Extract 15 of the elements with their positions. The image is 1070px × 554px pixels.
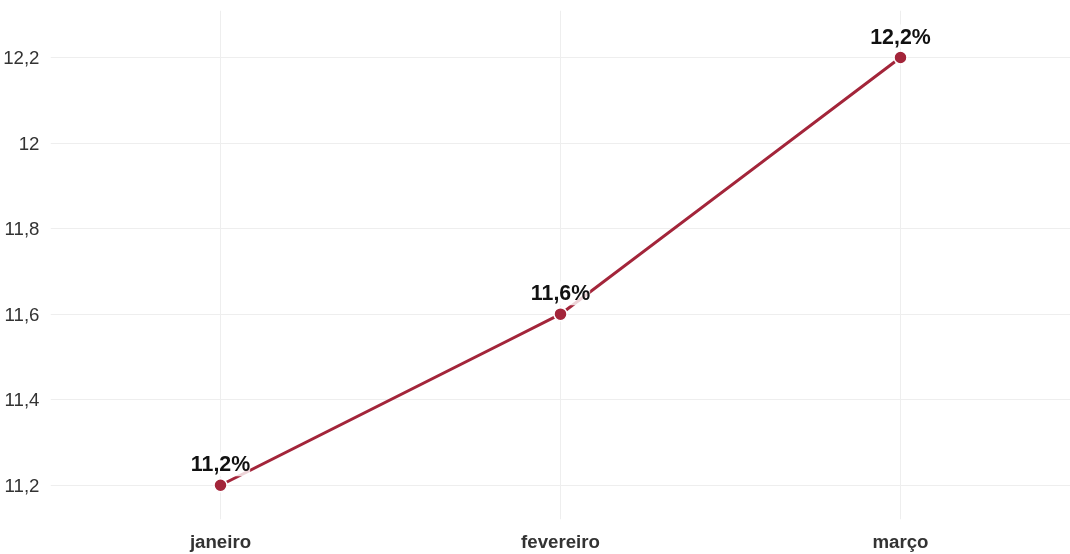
y-tick-label: 11,8 bbox=[4, 218, 40, 240]
data-label: 11,6% bbox=[530, 281, 591, 306]
point bbox=[553, 306, 568, 322]
x-tick-label: fevereiro bbox=[521, 530, 600, 552]
y-tick-label: 11,4 bbox=[4, 389, 40, 411]
y-tick-label: 12 bbox=[18, 132, 40, 154]
point bbox=[213, 478, 228, 493]
x-tick-label: janeiro bbox=[188, 530, 252, 552]
x-tick-label: março bbox=[872, 530, 929, 552]
y-tick-label: 11,2 bbox=[4, 474, 40, 496]
point bbox=[893, 50, 908, 65]
y-tick-label: 12,2 bbox=[3, 47, 40, 69]
y-tick-label: 11,6 bbox=[4, 303, 40, 325]
data-label: 11,2% bbox=[190, 452, 251, 477]
data-label: 12,2% bbox=[870, 24, 931, 49]
